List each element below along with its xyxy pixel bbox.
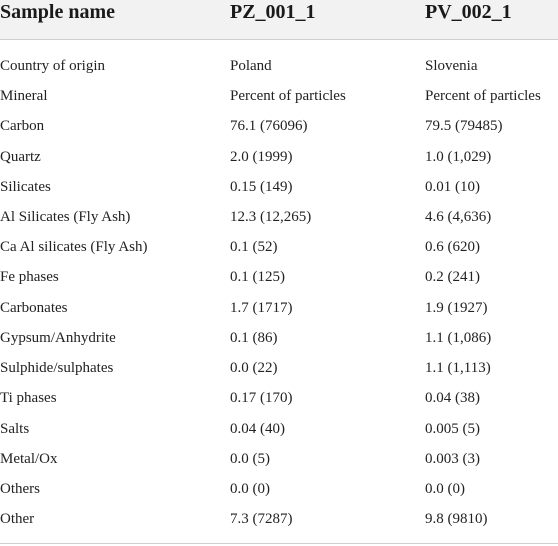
pz-value: 0.1 (52) (230, 239, 278, 255)
row-label: Others (0, 481, 40, 497)
table-row: Ti phases 0.17 (170) 0.04 (38) (0, 383, 558, 413)
pv-value: Slovenia (425, 58, 478, 74)
table-row: Country of origin Poland Slovenia (0, 51, 558, 81)
pz-value: 76.1 (76096) (230, 118, 308, 134)
row-label: Other (0, 511, 35, 527)
row-label: Ca Al silicates (Fly Ash) (0, 239, 148, 255)
pz-value: 0.1 (86) (230, 330, 278, 346)
table-bottom-border (0, 543, 558, 544)
pv-value: 1.0 (1,029) (425, 149, 492, 165)
header-pv-002-1: PV_002_1 (425, 1, 512, 23)
row-label: Carbonates (0, 300, 68, 316)
table-row: Sulphide/sulphates 0.0 (22) 1.1 (1,113) (0, 353, 558, 383)
row-label: Country of origin (0, 58, 105, 74)
row-label: Ti phases (0, 390, 57, 406)
row-label: Silicates (0, 179, 51, 195)
pv-value: 1.1 (1,113) (425, 360, 491, 376)
header-sample-name: Sample name (0, 1, 115, 23)
pz-value: 0.0 (0) (230, 481, 270, 497)
table-row: Other 7.3 (7287) 9.8 (9810) (0, 504, 558, 534)
row-label: Al Silicates (Fly Ash) (0, 209, 131, 225)
row-label: Metal/Ox (0, 451, 58, 467)
pv-value: 1.1 (1,086) (425, 330, 492, 346)
row-label: Quartz (0, 149, 41, 165)
pz-value: 1.7 (1717) (230, 300, 293, 316)
table-row: Silicates 0.15 (149) 0.01 (10) (0, 172, 558, 202)
pv-value: 4.6 (4,636) (425, 209, 492, 225)
row-label: Mineral (0, 88, 48, 104)
pz-value: 7.3 (7287) (230, 511, 293, 527)
pz-value: 0.0 (5) (230, 451, 270, 467)
pv-value: 0.005 (5) (425, 421, 480, 437)
pz-value: 0.17 (170) (230, 390, 293, 406)
pv-value: 0.0 (0) (425, 481, 465, 497)
pv-value: 0.2 (241) (425, 269, 480, 285)
header-divider (0, 39, 558, 40)
pz-value: 12.3 (12,265) (230, 209, 312, 225)
table-row: Gypsum/Anhydrite 0.1 (86) 1.1 (1,086) (0, 323, 558, 353)
row-label: Fe phases (0, 269, 59, 285)
pz-value: Percent of particles (230, 88, 346, 104)
table-header: Sample name PZ_001_1 PV_002_1 (0, 0, 558, 39)
table-row: Carbon 76.1 (76096) 79.5 (79485) (0, 111, 558, 141)
table-row: Quartz 2.0 (1999) 1.0 (1,029) (0, 142, 558, 172)
pv-value: 9.8 (9810) (425, 511, 488, 527)
table-row: Fe phases 0.1 (125) 0.2 (241) (0, 262, 558, 292)
row-label: Sulphide/sulphates (0, 360, 114, 376)
pv-value: 0.01 (10) (425, 179, 480, 195)
table-row: Salts 0.04 (40) 0.005 (5) (0, 414, 558, 444)
table-row: Carbonates 1.7 (1717) 1.9 (1927) (0, 293, 558, 323)
pv-value: 0.003 (3) (425, 451, 480, 467)
pz-value: 0.0 (22) (230, 360, 278, 376)
pv-value: 79.5 (79485) (425, 118, 503, 134)
header-pz-001-1: PZ_001_1 (230, 1, 316, 23)
table-row: Ca Al silicates (Fly Ash) 0.1 (52) 0.6 (… (0, 232, 558, 262)
row-label: Carbon (0, 118, 45, 134)
pz-value: Poland (230, 58, 272, 74)
pv-value: 1.9 (1927) (425, 300, 488, 316)
table-row: Al Silicates (Fly Ash) 12.3 (12,265) 4.6… (0, 202, 558, 232)
table-row: Metal/Ox 0.0 (5) 0.003 (3) (0, 444, 558, 474)
pz-value: 0.15 (149) (230, 179, 293, 195)
pv-value: 0.04 (38) (425, 390, 480, 406)
pz-value: 0.04 (40) (230, 421, 285, 437)
pz-value: 2.0 (1999) (230, 149, 293, 165)
pv-value: Percent of particles (425, 88, 541, 104)
row-label: Gypsum/Anhydrite (0, 330, 116, 346)
row-label: Salts (0, 421, 30, 437)
pz-value: 0.1 (125) (230, 269, 285, 285)
pv-value: 0.6 (620) (425, 239, 480, 255)
table-row: Mineral Percent of particles Percent of … (0, 81, 558, 111)
table-row: Others 0.0 (0) 0.0 (0) (0, 474, 558, 504)
